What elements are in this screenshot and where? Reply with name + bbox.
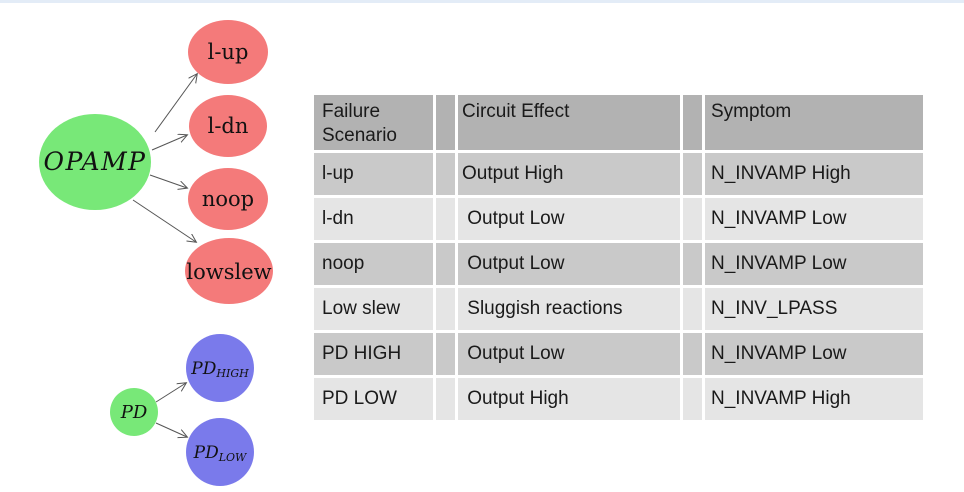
cell-failure-scenario: Low slew xyxy=(314,288,433,330)
pd-high-sub: HIGH xyxy=(215,367,249,380)
spacer-cell xyxy=(683,243,702,285)
opamp-root-node xyxy=(39,114,151,210)
spacer-cell xyxy=(436,198,455,240)
l-dn-label: l-dn xyxy=(208,114,249,138)
arrow-opamp-to-l-dn xyxy=(151,135,187,151)
pd-high-label: PDHIGH xyxy=(190,359,249,380)
noop-label: noop xyxy=(202,187,254,211)
spacer-cell xyxy=(436,243,455,285)
fault-tree-diagram: OPAMP l-up l-dn noop lowslew PD PDHIGH P… xyxy=(39,20,273,486)
spacer-cell xyxy=(436,288,455,330)
spacer-cell xyxy=(683,198,702,240)
header-cell-symptom: Symptom xyxy=(705,95,923,150)
pd-low-base: PD xyxy=(193,443,219,463)
header-cell-circuit-effect: Circuit Effect xyxy=(458,95,680,150)
opamp-tree-arrows xyxy=(132,74,197,242)
cell-failure-scenario: l-dn xyxy=(314,198,433,240)
cell-symptom: N_INVAMP High xyxy=(705,153,923,195)
cell-failure-scenario: PD HIGH xyxy=(314,333,433,375)
cell-symptom: N_INVAMP Low xyxy=(705,198,923,240)
slide-top-edge xyxy=(0,0,964,3)
cell-failure-scenario: PD LOW xyxy=(314,378,433,420)
arrow-opamp-to-noop xyxy=(149,174,187,188)
opamp-root-label: OPAMP xyxy=(44,147,147,176)
cell-circuit-effect: Sluggish reactions xyxy=(458,288,680,330)
arrow-pd-to-pd-high xyxy=(155,383,186,403)
pd-root-label: PD xyxy=(120,402,148,423)
header-spacer-cell xyxy=(436,95,455,150)
pd-root-node xyxy=(110,388,158,436)
cell-circuit-effect: Output Low xyxy=(458,243,680,285)
arrow-pd-to-pd-low xyxy=(155,422,187,437)
l-up-label: l-up xyxy=(208,40,249,64)
pd-low-label: PDLOW xyxy=(193,443,248,464)
lowslew-label: lowslew xyxy=(186,260,271,284)
cell-circuit-effect: Output High xyxy=(458,378,680,420)
l-up-node xyxy=(188,20,268,84)
cell-symptom: N_INVAMP Low xyxy=(705,243,923,285)
lowslew-node xyxy=(185,238,273,304)
pd-high-base: PD xyxy=(190,359,216,379)
l-dn-node xyxy=(189,95,267,157)
cell-circuit-effect: Output Low xyxy=(458,198,680,240)
header-spacer-cell xyxy=(683,95,702,150)
cell-circuit-effect: Output Low xyxy=(458,333,680,375)
cell-symptom: N_INVAMP Low xyxy=(705,333,923,375)
cell-symptom: N_INV_LPASS xyxy=(705,288,923,330)
spacer-cell xyxy=(436,378,455,420)
spacer-cell xyxy=(683,288,702,330)
cell-failure-scenario: l-up xyxy=(314,153,433,195)
cell-circuit-effect: Output High xyxy=(458,153,680,195)
arrow-opamp-to-lowslew xyxy=(132,199,196,242)
spacer-cell xyxy=(683,378,702,420)
noop-node xyxy=(188,168,268,230)
spacer-cell xyxy=(683,153,702,195)
spacer-cell xyxy=(683,333,702,375)
arrow-opamp-to-l-up xyxy=(154,74,197,133)
pd-low-node xyxy=(186,418,254,486)
spacer-cell xyxy=(436,153,455,195)
pd-tree-arrows xyxy=(155,383,187,437)
failure-scenario-table: Failure Scenario Circuit Effect Symptom … xyxy=(314,95,923,420)
cell-failure-scenario: noop xyxy=(314,243,433,285)
pd-high-node xyxy=(186,334,254,402)
pd-low-sub: LOW xyxy=(218,451,248,464)
cell-symptom: N_INVAMP High xyxy=(705,378,923,420)
spacer-cell xyxy=(436,333,455,375)
header-cell-failure-scenario: Failure Scenario xyxy=(314,95,433,150)
